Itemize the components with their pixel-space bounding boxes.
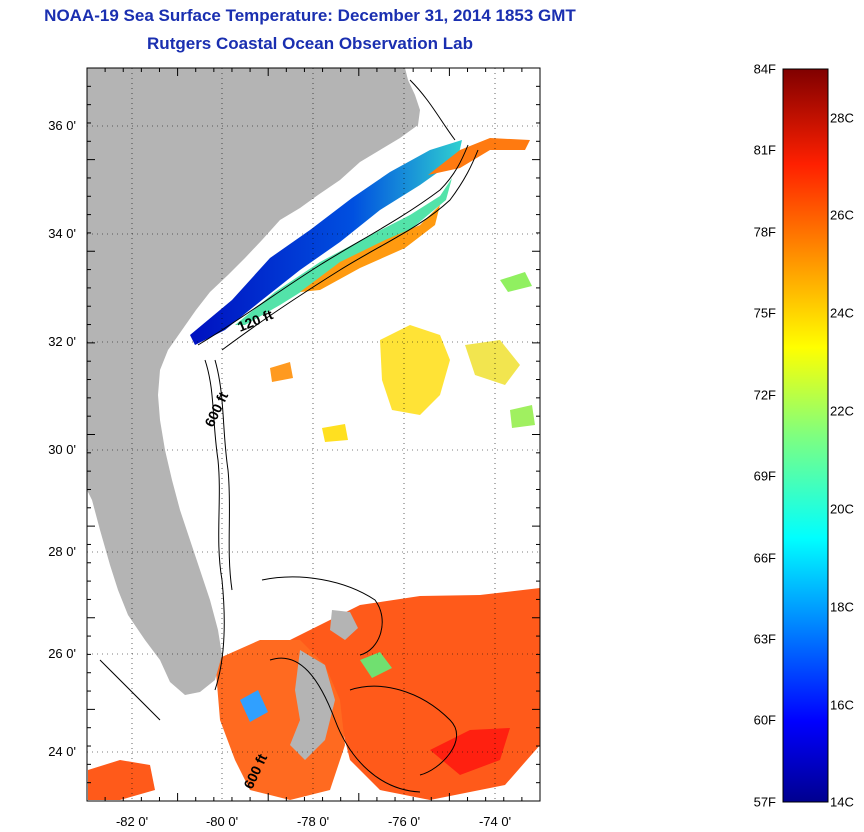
lat-label: 32 0' [48, 334, 76, 349]
lat-label: 24 0' [48, 744, 76, 759]
lat-label: 26 0' [48, 646, 76, 661]
colorbar-c-label: 18C [830, 599, 854, 615]
colorbar-c-label: 14C [830, 794, 854, 810]
depth-contours [99, 79, 479, 793]
lon-label: -76 0' [387, 814, 421, 829]
colorbar-f-label: 81F [753, 142, 776, 158]
colorbar-c-label: 16C [830, 697, 854, 713]
colorbar-c-label: 22C [830, 403, 854, 419]
lat-label: 30 0' [48, 442, 76, 457]
colorbar-c-label: 24C [830, 305, 854, 321]
lat-label: 34 0' [48, 226, 76, 241]
lat-label: 36 0' [48, 118, 76, 133]
colorbar-f-label: 63F [753, 631, 776, 647]
map-title: NOAA-19 Sea Surface Temperature: Decembe… [44, 6, 576, 25]
axis-ticks [86, 67, 541, 802]
colorbar [782, 68, 829, 803]
graticule [87, 68, 540, 801]
colorbar-c-label: 28C [830, 110, 854, 126]
colorbar-f-label: 57F [753, 794, 776, 810]
lon-label: -82 0' [115, 814, 149, 829]
map-subtitle: Rutgers Coastal Ocean Observation Lab [147, 34, 473, 53]
colorbar-f-label: 69F [753, 468, 776, 484]
colorbar-f-label: 84F [753, 61, 776, 77]
lon-label: -78 0' [296, 814, 330, 829]
lat-label: 28 0' [48, 544, 76, 559]
lon-label: -74 0' [478, 814, 512, 829]
colorbar-f-label: 60F [753, 712, 776, 728]
lon-label: -80 0' [205, 814, 239, 829]
colorbar-f-label: 72F [753, 387, 776, 403]
colorbar-f-label: 78F [753, 224, 776, 240]
land [87, 68, 420, 760]
colorbar-f-label: 66F [753, 550, 776, 566]
colorbar-c-label: 26C [830, 207, 854, 223]
colorbar-c-label: 20C [830, 501, 854, 517]
colorbar-f-label: 75F [753, 305, 776, 321]
